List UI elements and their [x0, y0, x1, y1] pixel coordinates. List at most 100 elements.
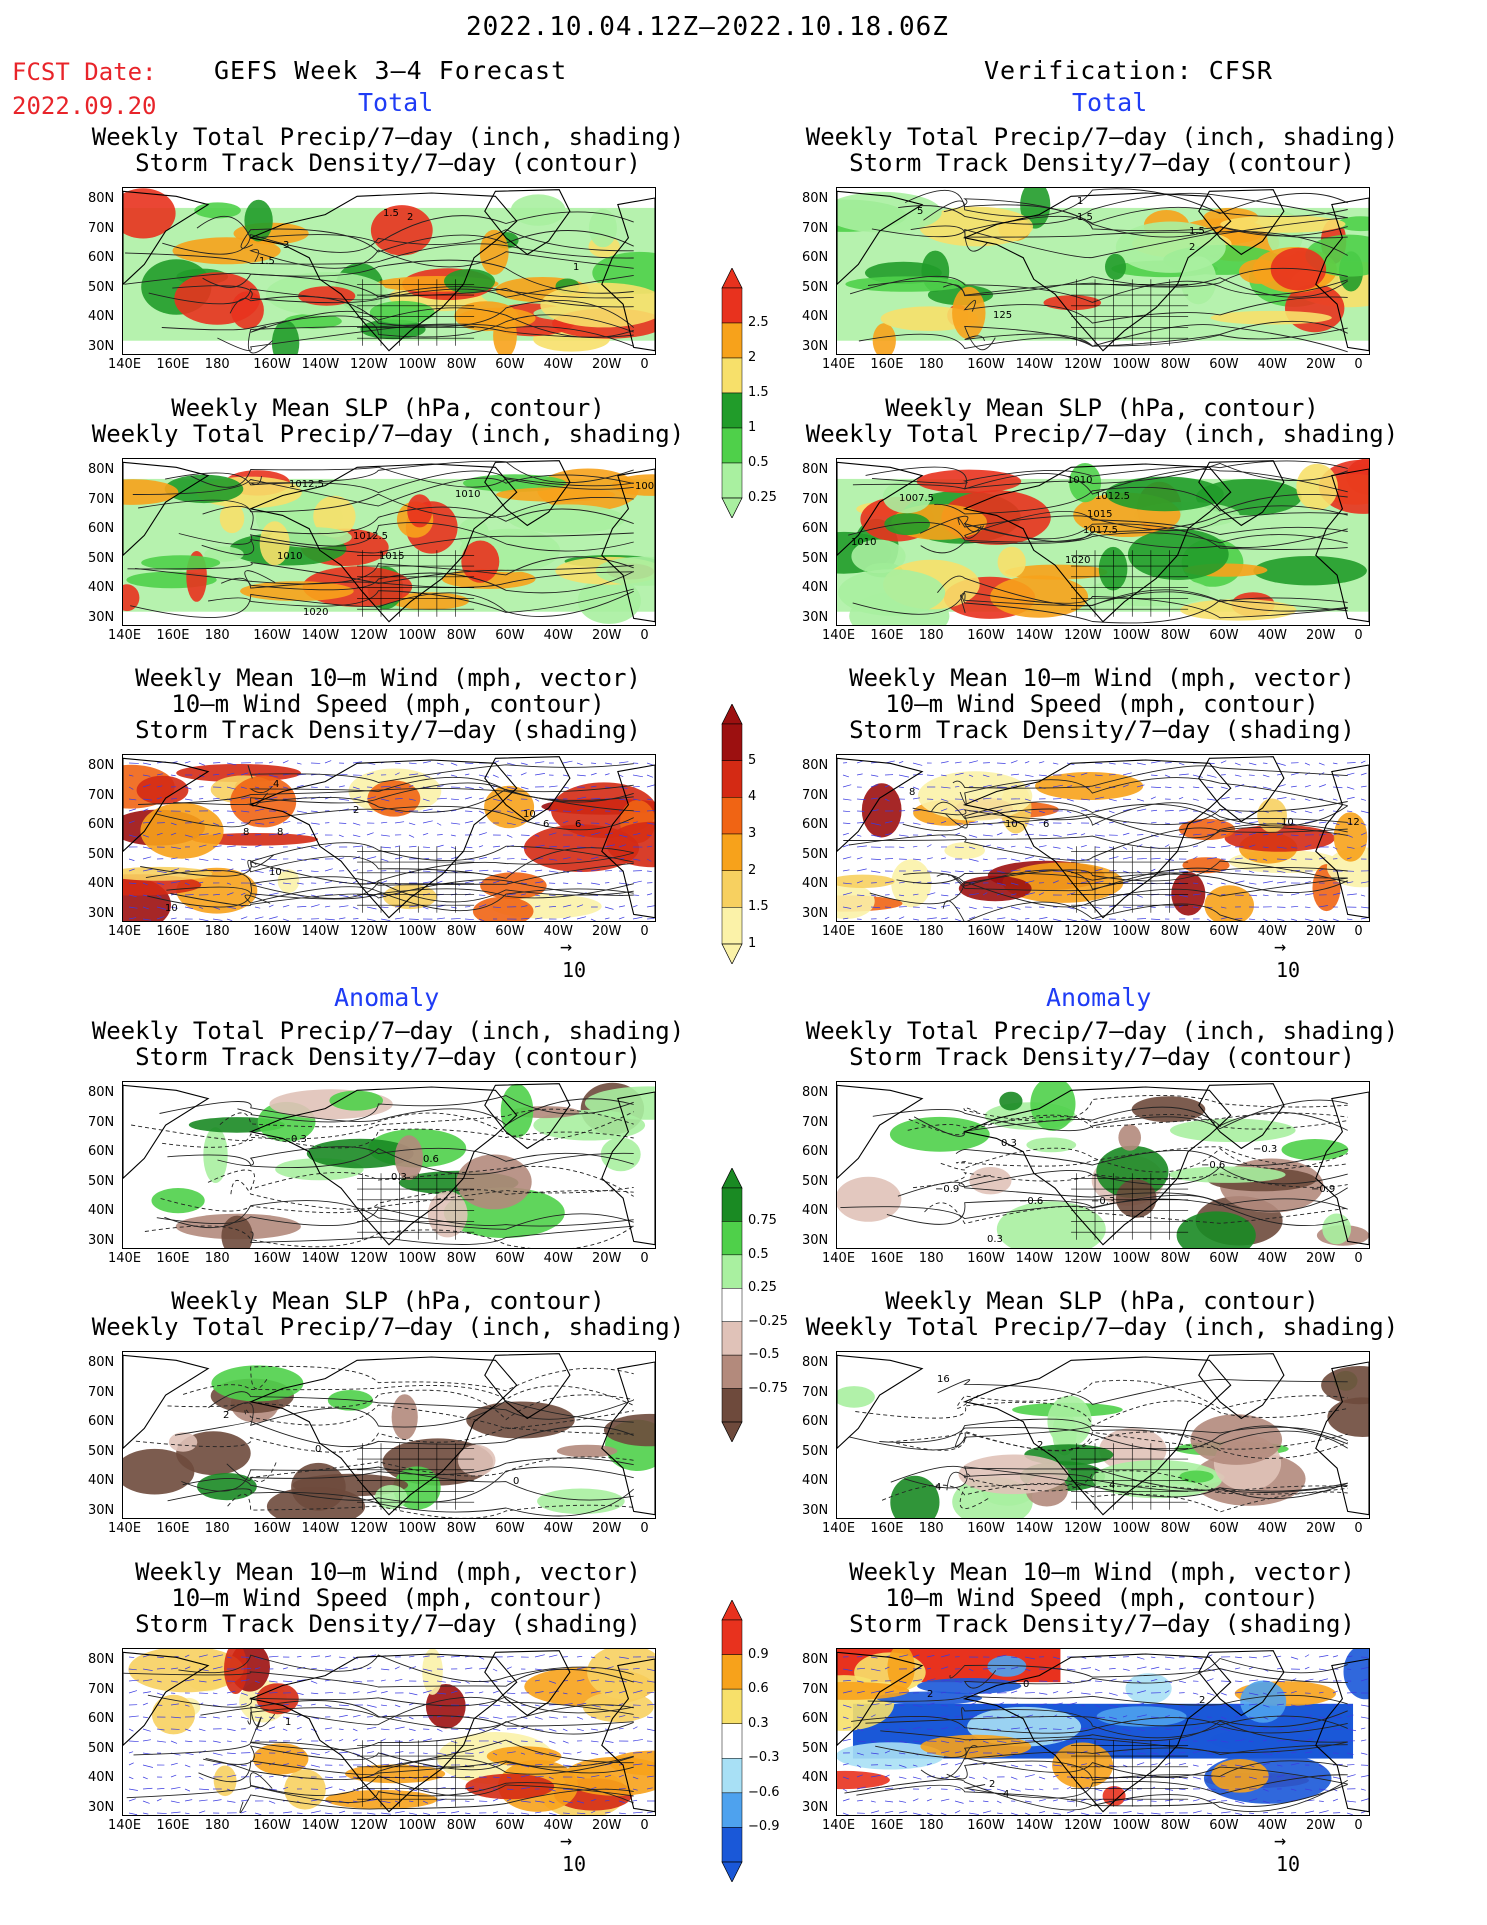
lon-tick-label: 180: [204, 1818, 230, 1833]
lon-tick-label: 60W: [1209, 1251, 1239, 1266]
lat-tick-label: 70N: [88, 1384, 115, 1400]
lat-tick-label: 40N: [88, 580, 115, 595]
lat-tick-label: 50N: [88, 279, 115, 295]
lon-tick-label: 60W: [1209, 924, 1239, 939]
lon-tick-label: 80W: [1160, 357, 1191, 372]
contour-label: 8: [909, 787, 915, 798]
lon-tick-label: 140E: [822, 1251, 856, 1266]
lon-tick-label: 180: [204, 1521, 230, 1536]
lon-tick-label: 0: [1354, 924, 1363, 939]
contour-label: 1017.5: [1083, 525, 1118, 536]
lon-tick-label: 140W: [1015, 357, 1054, 372]
panel-title-p4R-1: Storm Track Density/7–day (contour): [849, 1043, 1355, 1071]
lon-tick-label: 80W: [446, 1521, 477, 1536]
lon-tick-label: 20W: [1306, 357, 1336, 372]
map-field: 16 2 4 4: [837, 1353, 1369, 1518]
lon-tick-label: 140W: [301, 357, 340, 372]
panel-title-p2L-1: Weekly Total Precip/7–day (inch, shading…: [91, 420, 685, 448]
contour-label: 2: [989, 1779, 995, 1790]
contour-label: 16: [937, 1374, 950, 1385]
lon-tick-label: 80W: [1160, 1251, 1191, 1266]
lon-tick-label: 80W: [446, 628, 477, 643]
panel-title-p4L-1: Storm Track Density/7–day (contour): [135, 1043, 641, 1071]
lon-tick-label: 120W: [1064, 924, 1102, 939]
panel-title-p2L-0: Weekly Mean SLP (hPa, contour): [171, 394, 605, 422]
lon-tick-label: 60W: [495, 1251, 525, 1266]
lon-tick-label: 0: [640, 924, 649, 939]
lon-tick-label: 100W: [398, 1251, 437, 1266]
lon-tick-label: 180: [204, 357, 230, 372]
contour-label: 1.5: [1077, 212, 1093, 223]
lon-tick-label: 160E: [870, 1251, 904, 1266]
left-anomaly-label: Anomaly: [334, 983, 440, 1012]
contour-label: 6: [1043, 819, 1049, 830]
lon-tick-label: 140E: [108, 357, 142, 372]
lat-tick-label: 30N: [802, 1232, 829, 1248]
lon-tick-label: 80W: [1160, 1521, 1191, 1536]
lon-tick-label: 160W: [967, 628, 1005, 643]
lon-tick-label: 60W: [1209, 1521, 1239, 1536]
contour-label: 1: [1077, 196, 1083, 207]
colorbar-tick-label: 1.5: [748, 899, 769, 915]
lon-tick-label: 40W: [1257, 1251, 1287, 1266]
contour-label: 100: [635, 481, 654, 492]
lat-tick-label: 70N: [88, 491, 115, 507]
contour-label: 4: [935, 1482, 941, 1493]
contour-label: 10: [165, 903, 178, 914]
lon-tick-label: 20W: [1306, 1251, 1336, 1266]
lon-tick-label: 20W: [592, 357, 622, 372]
panel-title-p5R-1: Weekly Total Precip/7–day (inch, shading…: [805, 1313, 1399, 1341]
lat-tick-label: 30N: [802, 1799, 829, 1815]
lon-tick-label: 100W: [398, 924, 437, 939]
lat-tick-label: 40N: [802, 1770, 829, 1785]
lon-tick-label: 160W: [967, 1521, 1005, 1536]
colorbar-tick-label: −0.6: [748, 1784, 780, 1800]
contour-label: 1015: [379, 551, 404, 562]
lon-tick-label: 160W: [253, 1818, 291, 1833]
lon-tick-label: 100W: [398, 357, 437, 372]
lon-tick-label: 160E: [156, 357, 190, 372]
lat-tick-label: 40N: [88, 876, 115, 891]
lat-tick-label: 50N: [802, 846, 829, 862]
lon-tick-label: 20W: [592, 1818, 622, 1833]
lon-tick-label: 100W: [398, 1521, 437, 1536]
lon-tick-label: 60W: [495, 1818, 525, 1833]
lat-tick-label: 60N: [802, 1414, 829, 1429]
lat-tick-label: 30N: [88, 905, 115, 921]
contour-label: 0: [513, 1476, 519, 1487]
lon-tick-label: 140W: [301, 1521, 340, 1536]
lat-tick-label: 80N: [88, 758, 115, 773]
lat-tick-label: 70N: [88, 1681, 115, 1697]
contour-label: −0.9: [935, 1184, 959, 1195]
lat-tick-label: 60N: [802, 521, 829, 536]
contour-label: 2: [1189, 242, 1195, 253]
map-field: 8 10 6 10 12: [837, 756, 1369, 921]
contour-label: 0: [315, 1444, 321, 1455]
contour-label: 2: [353, 805, 359, 816]
colorbar-tick-label: 4: [748, 789, 757, 805]
lat-tick-label: 50N: [88, 1443, 115, 1459]
panel-title-p1R-1: Storm Track Density/7–day (contour): [849, 149, 1355, 177]
contour-label: 10: [269, 867, 282, 878]
lon-tick-label: 40W: [543, 1521, 573, 1536]
colorbar-tick-label: 1.5: [748, 385, 769, 400]
contour-label: 10: [1005, 819, 1018, 830]
lat-tick-label: 80N: [802, 191, 829, 206]
panel-title-p1L-1: Storm Track Density/7–day (contour): [135, 149, 641, 177]
contour-label: 4: [273, 779, 279, 790]
colorbar-tick-label: −0.3: [748, 1750, 780, 1766]
colorbar-precip_total: [721, 268, 743, 518]
lat-tick-label: 40N: [88, 1203, 115, 1218]
contour-label: 5: [917, 206, 923, 217]
lon-tick-label: 120W: [1064, 357, 1102, 372]
contour-label: 125: [993, 310, 1012, 321]
vector-reference-arrow: →: [560, 1828, 573, 1852]
lon-tick-label: 160E: [870, 357, 904, 372]
lon-tick-label: 20W: [1306, 1818, 1336, 1833]
lat-tick-label: 70N: [802, 491, 829, 507]
lon-tick-label: 120W: [350, 357, 388, 372]
lon-tick-label: 140W: [301, 628, 340, 643]
lon-tick-label: 0: [640, 628, 649, 643]
lon-tick-label: 0: [1354, 1251, 1363, 1266]
panel-title-p6L-0: Weekly Mean 10–m Wind (mph, vector): [135, 1558, 641, 1586]
